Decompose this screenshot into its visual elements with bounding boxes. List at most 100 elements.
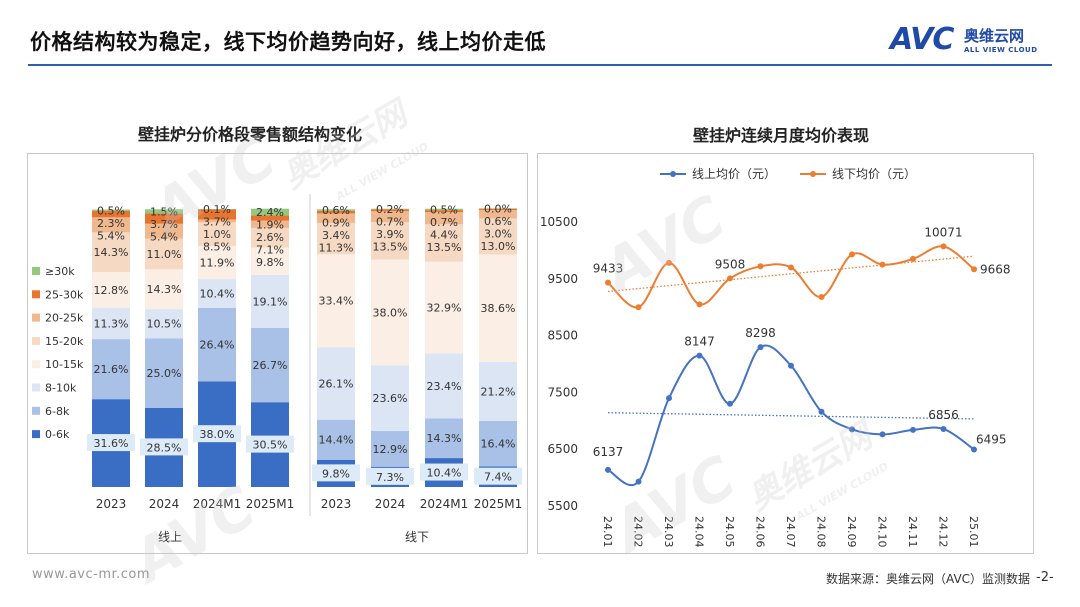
- data-label-box: [140, 438, 188, 456]
- data-label: 8.5%: [203, 241, 231, 254]
- x-tick-label: 24.04: [693, 516, 706, 548]
- data-point: [605, 466, 611, 473]
- category-label: 2023: [96, 497, 127, 511]
- legend-label: 线上均价（元）: [692, 167, 776, 181]
- legend-swatch: [32, 430, 40, 439]
- data-label: 14.4%: [319, 434, 354, 447]
- trendline: [607, 255, 975, 293]
- bar-segment: [479, 208, 517, 211]
- logo-mark: AVC: [890, 22, 954, 57]
- data-label: 1.0%: [203, 228, 231, 241]
- data-label: 19.1%: [253, 295, 288, 308]
- data-point: [879, 261, 886, 268]
- price-structure-chart-panel: ≥30k 25-30k 20-25k 15-20k 10-15k 8-10k 6-8k 0-6…: [27, 153, 528, 554]
- footer-url: www.avc-mr.com: [32, 567, 151, 582]
- data-label: 3.0%: [484, 227, 512, 240]
- data-label-box: [366, 467, 414, 485]
- legend-swatch: [32, 360, 40, 369]
- data-label: 6856: [928, 408, 959, 422]
- bar-segment: [371, 209, 409, 212]
- bar-segment: [479, 420, 517, 467]
- legend-label: ≥30k: [45, 265, 75, 278]
- bar-segment: [251, 327, 289, 403]
- data-point: [635, 478, 642, 485]
- category-label: 2023: [321, 497, 352, 511]
- data-label: 5.4%: [150, 230, 178, 243]
- bar-segment: [198, 307, 236, 382]
- bar-segment: [317, 254, 355, 348]
- bar-segment: [425, 261, 463, 354]
- category-label: 2024M1: [193, 497, 242, 511]
- bar-segment: [425, 224, 463, 262]
- data-label: 5.4%: [97, 229, 125, 242]
- data-label: 0.6%: [484, 215, 512, 228]
- data-point: [971, 266, 977, 273]
- category-label: 2025M1: [246, 497, 295, 511]
- data-label: 0.1%: [203, 203, 231, 216]
- header-divider: [28, 64, 1052, 66]
- data-label: 0.6%: [322, 204, 350, 217]
- x-tick-label: 24.09: [845, 516, 858, 548]
- data-label-box: [474, 467, 522, 485]
- page-title: 价格结构较为稳定，线下均价趋势向好，线上均价走低: [30, 30, 546, 54]
- legend-swatch: [32, 406, 40, 415]
- y-tick-label: 8500: [547, 329, 578, 343]
- data-label: 16.4%: [481, 438, 516, 451]
- bar-segment: [371, 222, 409, 260]
- data-label: 14.3%: [94, 246, 129, 259]
- legend-label: 8-10k: [45, 382, 77, 395]
- data-label-box: [87, 434, 135, 452]
- bar-segment: [371, 430, 409, 467]
- data-label: 10.5%: [147, 318, 182, 331]
- logo-name-cn: 奥维云网: [964, 27, 1025, 45]
- data-point: [727, 275, 733, 282]
- data-label: 14.3%: [147, 283, 182, 296]
- data-label: 11.3%: [94, 317, 129, 330]
- data-label: 7.4%: [484, 471, 512, 484]
- data-label: 23.6%: [373, 392, 408, 405]
- data-label: 11.9%: [200, 257, 235, 270]
- data-label: 38.6%: [481, 302, 516, 315]
- data-label: 12.9%: [373, 443, 408, 456]
- data-point: [696, 352, 703, 359]
- data-point: [635, 304, 642, 311]
- y-tick-label: 7500: [547, 385, 578, 399]
- data-label: 0.7%: [430, 216, 458, 229]
- data-point: [666, 395, 672, 402]
- data-point: [879, 431, 886, 438]
- bar-segment: [371, 208, 409, 210]
- data-label: 12.8%: [94, 284, 129, 297]
- trendline: [607, 412, 975, 420]
- data-point: [818, 408, 825, 415]
- line-chart: 线上均价（元） 线下均价（元） 5500 6500 7500 8500 9500 10500 2…: [540, 167, 1011, 548]
- bar-segment: [92, 217, 130, 233]
- data-point: [971, 446, 977, 453]
- data-label: 8298: [745, 326, 776, 340]
- bar-segment: [317, 419, 355, 460]
- data-label: 38.0%: [373, 306, 408, 319]
- data-label: 21.6%: [94, 363, 129, 376]
- data-point: [666, 259, 672, 266]
- data-label: 14.3%: [427, 432, 462, 445]
- data-label: 21.2%: [481, 385, 516, 398]
- bar-segment: [425, 418, 463, 459]
- data-label: 26.1%: [319, 377, 354, 390]
- bar-segment: [479, 254, 517, 362]
- data-label: 28.5%: [147, 441, 182, 454]
- y-tick-label: 6500: [547, 442, 578, 456]
- legend-marker: [810, 171, 816, 177]
- legend-label: 25-30k: [45, 288, 84, 301]
- data-label: 0.0%: [484, 202, 512, 215]
- legend-label: 20-25k: [45, 312, 84, 325]
- bar-segment: [145, 338, 183, 408]
- category-label: 2024M1: [420, 497, 469, 511]
- data-label: 32.9%: [427, 302, 462, 315]
- data-point: [727, 400, 733, 407]
- data-label: 0.5%: [97, 204, 125, 217]
- data-label: 26.4%: [200, 339, 235, 352]
- bar-segment: [92, 232, 130, 273]
- data-label-box: [312, 464, 360, 482]
- data-point: [788, 264, 794, 271]
- bar-segment: [425, 353, 463, 419]
- bar-segment: [251, 215, 289, 221]
